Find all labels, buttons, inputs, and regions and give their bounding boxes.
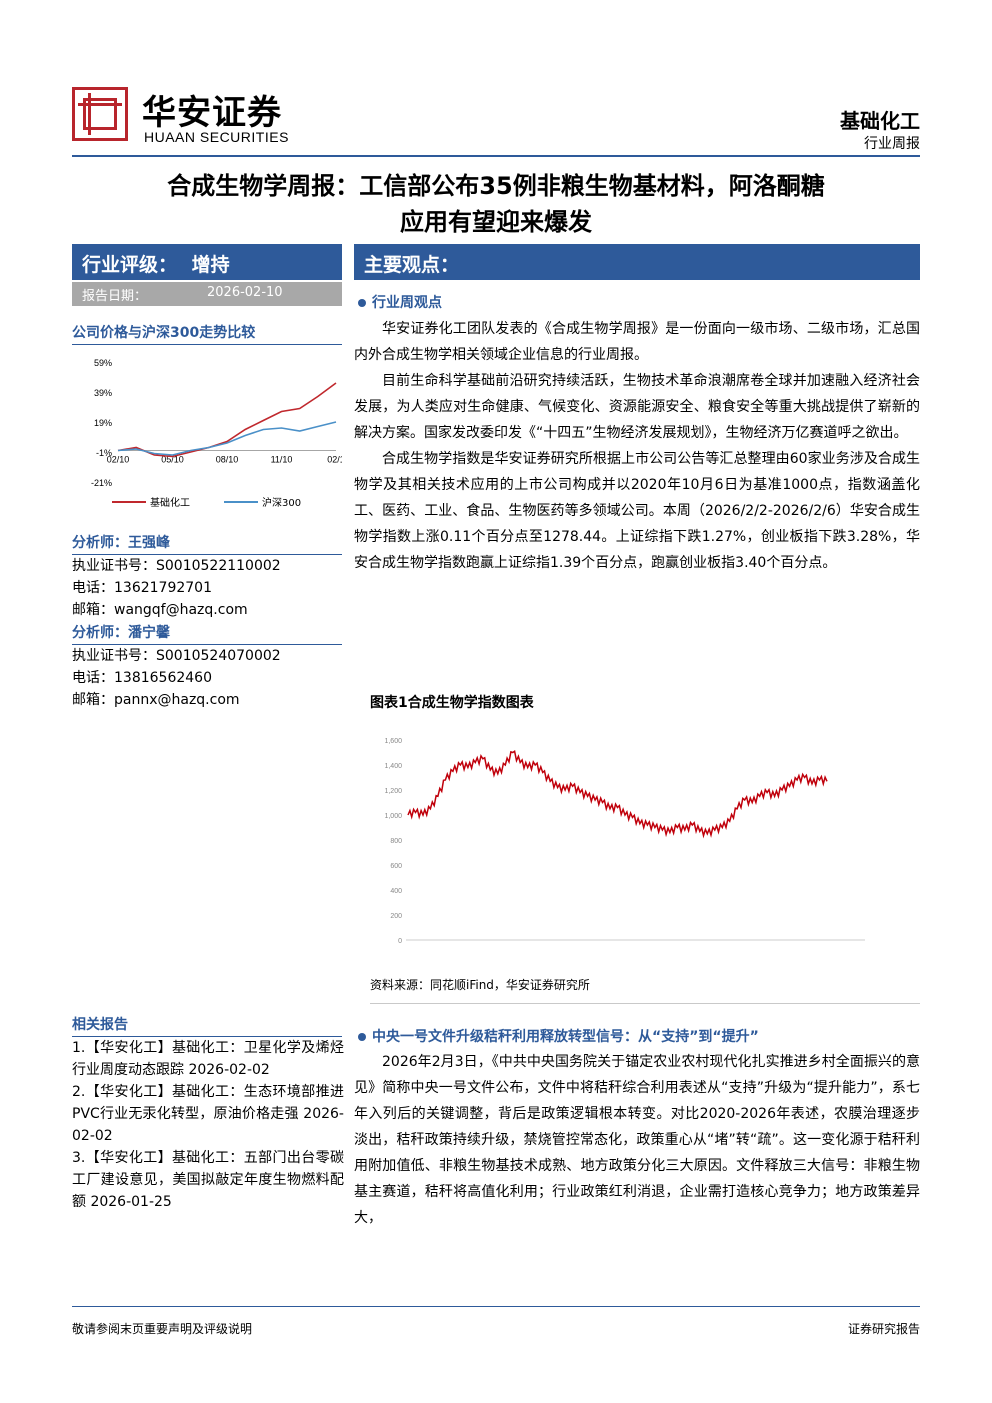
y-tick-label: 200 <box>390 913 402 920</box>
title-line-1: 合成生物学周报：工信部公布35例非粮生物基材料，阿洛酮糖 <box>167 172 825 200</box>
section-2-para: 2026年2月3日，《中共中央国务院关于锚定农业农村现代化扎实推进乡村全面振兴的… <box>354 1054 920 1226</box>
legend-label: 基础化工 <box>150 496 190 509</box>
title-line-2: 应用有望迎来爆发 <box>400 208 592 236</box>
section-2-heading: 中央一号文件升级秸秆利用释放转型信号：从“支持”到“提升” <box>358 1026 759 1046</box>
sector-label: 基础化工 <box>840 109 920 133</box>
legend-label: 沪深300 <box>262 496 301 509</box>
bullet-icon <box>358 1033 366 1041</box>
header-divider <box>72 155 920 157</box>
section-1-body: 华安证券化工团队发表的《合成生物学周报》是一份面向一级市场、二级市场，汇总国内外… <box>354 316 920 576</box>
analyst-2-phone: 电话：13816562460 <box>72 670 212 686</box>
footer-label: 证券研究报告 <box>847 1322 920 1336</box>
x-tick-label: 02/10 <box>107 455 130 465</box>
report-type: 行业周报 <box>864 136 920 152</box>
related-item[interactable]: 2.【华安化工】基础化工：生态环境部推进PVC行业无汞化转型，原油价格走强 20… <box>72 1084 344 1144</box>
x-tick-label: 11/10 <box>271 455 293 465</box>
bullet-icon <box>358 299 366 307</box>
logo-text-en: HUAAN SECURITIES <box>144 129 289 145</box>
rating-value: 增持 <box>191 254 230 276</box>
report-date: 2026-02-10 <box>207 285 283 300</box>
figure-1-title: 图表1合成生物学指数图表 <box>370 695 534 711</box>
page-header: 华安证券 HUAAN SECURITIES 基础化工 行业周报 <box>72 85 920 155</box>
logo-text-cn: 华安证券 <box>142 93 282 133</box>
section-1-para: 合成生物学指数是华安证券研究所根据上市公司公告等汇总整理由60家业务涉及合成生物… <box>354 451 920 571</box>
related-heading: 相关报告 <box>72 1014 342 1037</box>
y-tick-label: -1% <box>96 448 112 458</box>
analyst-1-phone: 电话：13621792701 <box>72 580 212 596</box>
side-chart-title: 公司价格与沪深300走势比较 <box>72 322 342 345</box>
analyst-1-heading: 分析师：王强峰 <box>72 532 342 555</box>
side-price-chart: 59% 39% 19% -1% -21% 02/10 05/10 08/10 11/10 02/1… <box>91 358 342 509</box>
y-tick-label: 59% <box>94 358 112 368</box>
figure-1-source: 资料来源：同花顺iFind，华安证券研究所 <box>370 978 590 992</box>
rating-bar: 行业评级： 增持 <box>72 244 342 280</box>
synbio-index-chart: 1,600 1,400 1,200 1,000 800 600 400 200 0 <box>384 738 865 945</box>
series-line-1 <box>117 421 337 456</box>
date-bar: 报告日期： 2026-02-10 <box>72 282 342 306</box>
section-1-para: 目前生命科学基础前沿研究持续活跃，生物技术革命浪潮席卷全球并加速融入经济社会发展… <box>354 373 920 441</box>
y-tick-label: 400 <box>390 888 402 895</box>
source-divider <box>370 1003 920 1004</box>
series-line-0 <box>117 382 337 458</box>
logo-icon <box>72 87 128 141</box>
analyst-1-license: 执业证书号：S0010522110002 <box>72 558 281 574</box>
analyst-2-license: 执业证书号：S0010524070002 <box>72 648 281 664</box>
rating-label: 行业评级： <box>82 254 178 276</box>
analyst-2-info: 执业证书号：S0010524070002 电话：13816562460 邮箱：p… <box>72 645 342 711</box>
x-tick-label: 08/10 <box>216 455 239 465</box>
x-tick-label: 02/1 <box>327 455 342 465</box>
main-points-label: 主要观点： <box>364 254 460 276</box>
y-tick-label: 1,400 <box>384 763 402 770</box>
section-1-para: 华安证券化工团队发表的《合成生物学周报》是一份面向一级市场、二级市场，汇总国内外… <box>354 321 920 363</box>
section-1-heading: 行业周观点 <box>358 292 442 312</box>
x-tick-label: 05/10 <box>161 455 184 465</box>
analyst-2-email[interactable]: 邮箱：pannx@hazq.com <box>72 692 240 708</box>
footer-divider <box>72 1306 920 1307</box>
section-2-body: 2026年2月3日，《中共中央国务院关于锚定农业农村现代化扎实推进乡村全面振兴的… <box>354 1049 920 1231</box>
y-tick-label: -21% <box>91 478 112 488</box>
analyst-1-info: 执业证书号：S0010522110002 电话：13621792701 邮箱：w… <box>72 555 342 621</box>
analyst-1-email[interactable]: 邮箱：wangqf@hazq.com <box>72 602 248 618</box>
related-item[interactable]: 3.【华安化工】基础化工：五部门出台零碳工厂建设意见，美国拟敲定年度生物燃料配额… <box>72 1150 344 1210</box>
related-item[interactable]: 1.【华安化工】基础化工：卫星化学及烯烃行业周度动态跟踪 2026-02-02 <box>72 1040 344 1078</box>
y-tick-label: 39% <box>94 388 112 398</box>
y-tick-label: 1,200 <box>384 788 402 795</box>
report-title: 合成生物学周报：工信部公布35例非粮生物基材料，阿洛酮糖 应用有望迎来爆发 <box>72 168 920 240</box>
index-line <box>407 750 828 839</box>
analyst-2-heading: 分析师：潘宁馨 <box>72 622 342 645</box>
footer-disclaimer: 敬请参阅末页重要声明及评级说明 <box>72 1322 253 1336</box>
y-tick-label: 1,600 <box>384 738 402 745</box>
y-tick-label: 800 <box>390 838 402 845</box>
y-tick-label: 600 <box>390 863 402 870</box>
date-label: 报告日期： <box>82 289 148 304</box>
related-list: 1.【华安化工】基础化工：卫星化学及烯烃行业周度动态跟踪 2026-02-02 … <box>72 1037 344 1213</box>
y-tick-label: 1,000 <box>384 813 402 820</box>
y-tick-label: 19% <box>94 418 112 428</box>
main-points-bar: 主要观点： <box>354 244 920 280</box>
y-tick-label: 0 <box>398 938 402 945</box>
